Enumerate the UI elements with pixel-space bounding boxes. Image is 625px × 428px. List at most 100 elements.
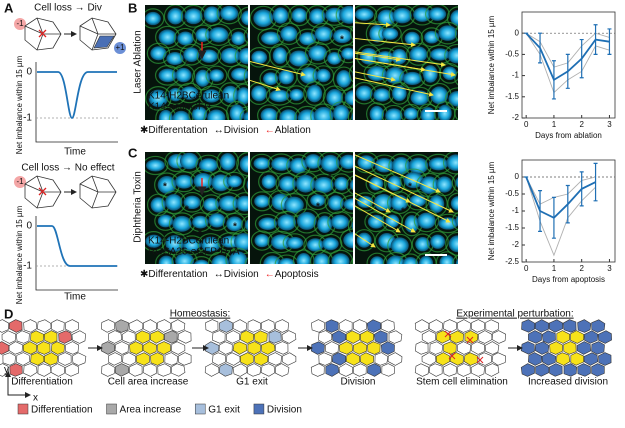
cell-membrane [346, 175, 353, 195]
x-mark [38, 29, 47, 38]
nucleus [177, 31, 194, 46]
tissue-cell [122, 352, 137, 366]
y-label: Net imbalance within 15 µm [15, 205, 24, 304]
nucleus [351, 221, 353, 231]
badge-text: -1 [16, 177, 24, 186]
asterisk: * [233, 222, 237, 233]
cell-membrane [282, 233, 307, 253]
y-tick-label: -1 [512, 206, 520, 215]
cell-membrane [239, 108, 248, 120]
nucleus [165, 194, 183, 211]
image-content: * [250, 5, 353, 120]
tissue-cell [352, 319, 367, 333]
cell-membrane [236, 152, 248, 177]
cell-membrane [347, 216, 353, 236]
nucleus [313, 253, 330, 264]
tissue-cell [381, 363, 395, 377]
nucleus [271, 156, 292, 171]
error-bar [593, 24, 598, 55]
tissue-cell [275, 363, 290, 377]
tissue-cell [548, 319, 564, 333]
nucleus [220, 47, 241, 64]
axis-label: y [4, 365, 9, 376]
asterisk: * [408, 182, 412, 193]
legend-label: Area increase [120, 405, 182, 416]
tissue-cell [520, 341, 535, 355]
nucleus [183, 195, 201, 210]
cell-membrane [145, 155, 169, 176]
tissue-cell [359, 352, 375, 366]
nucleus [148, 89, 168, 108]
plot-frame [521, 159, 616, 263]
panel-label: A [4, 0, 14, 15]
legend-label: Division [267, 405, 302, 416]
legend-label: Differentation [148, 125, 207, 136]
y-tick-label: -0.5 [505, 50, 519, 59]
cell-membrane [242, 175, 248, 195]
cell-membrane [454, 105, 458, 120]
tissue-cell [470, 319, 485, 333]
tissue-cell [555, 352, 571, 366]
nucleus [339, 154, 353, 170]
tissue-cell [598, 352, 612, 366]
tissue-cell [338, 341, 354, 355]
nucleus [381, 27, 399, 40]
nucleus [428, 7, 447, 21]
series-line [525, 176, 596, 219]
nucleus [229, 104, 245, 120]
legend-swatch [194, 403, 206, 415]
tissue-cell [449, 330, 465, 344]
tissue-cell [232, 341, 248, 355]
nucleus [289, 157, 308, 174]
nucleus [403, 107, 419, 120]
nucleus [402, 257, 419, 264]
nucleus [373, 88, 391, 102]
nucleus [402, 71, 422, 86]
tissue-cell [232, 363, 248, 377]
nucleus [244, 219, 248, 231]
nucleus [157, 214, 174, 228]
image-content: * * * * [145, 152, 248, 264]
nucleus [316, 68, 331, 83]
tissue-cell [171, 319, 186, 333]
nucleus [331, 253, 350, 264]
x-label: Time [64, 147, 86, 158]
error-bar [551, 60, 556, 100]
nucleus [322, 237, 339, 251]
tissue-cell [345, 352, 361, 366]
cell-membrane [203, 105, 230, 120]
nucleus [271, 234, 292, 250]
nucleus [145, 11, 161, 26]
cell-membrane [336, 152, 353, 173]
tissue-cell [485, 363, 500, 377]
asterisk: * [198, 229, 202, 240]
tissue-cell [415, 341, 429, 355]
tissue-cell [563, 341, 577, 355]
tissue-cell [374, 352, 389, 366]
legend-item: ←Ablation [265, 125, 311, 136]
nucleus [352, 70, 353, 77]
tissue-cell [218, 341, 233, 355]
nucleus [296, 211, 317, 230]
nucleus [200, 49, 218, 63]
tissue-cell [442, 319, 457, 333]
cell-membrane [339, 228, 353, 252]
legend-symbol: ← [265, 125, 275, 136]
cell-membrane [454, 70, 458, 86]
tissue-cell [491, 330, 507, 344]
nucleus [272, 47, 288, 64]
cell-membrane [347, 107, 353, 120]
tissue-cell [463, 352, 478, 366]
curve [37, 71, 117, 119]
y-axis-label: Net imbalance within 15 µm [487, 15, 496, 114]
nucleus [234, 233, 248, 251]
tissue-cell [1, 330, 17, 344]
legend-label: Differentiation [31, 405, 93, 416]
nucleus [448, 90, 458, 107]
nucleus [422, 65, 438, 83]
curve [37, 225, 117, 267]
nucleus [246, 180, 248, 190]
tissue-cell [456, 341, 472, 355]
tissue-cell [359, 330, 375, 344]
tissue-cell [177, 352, 192, 366]
